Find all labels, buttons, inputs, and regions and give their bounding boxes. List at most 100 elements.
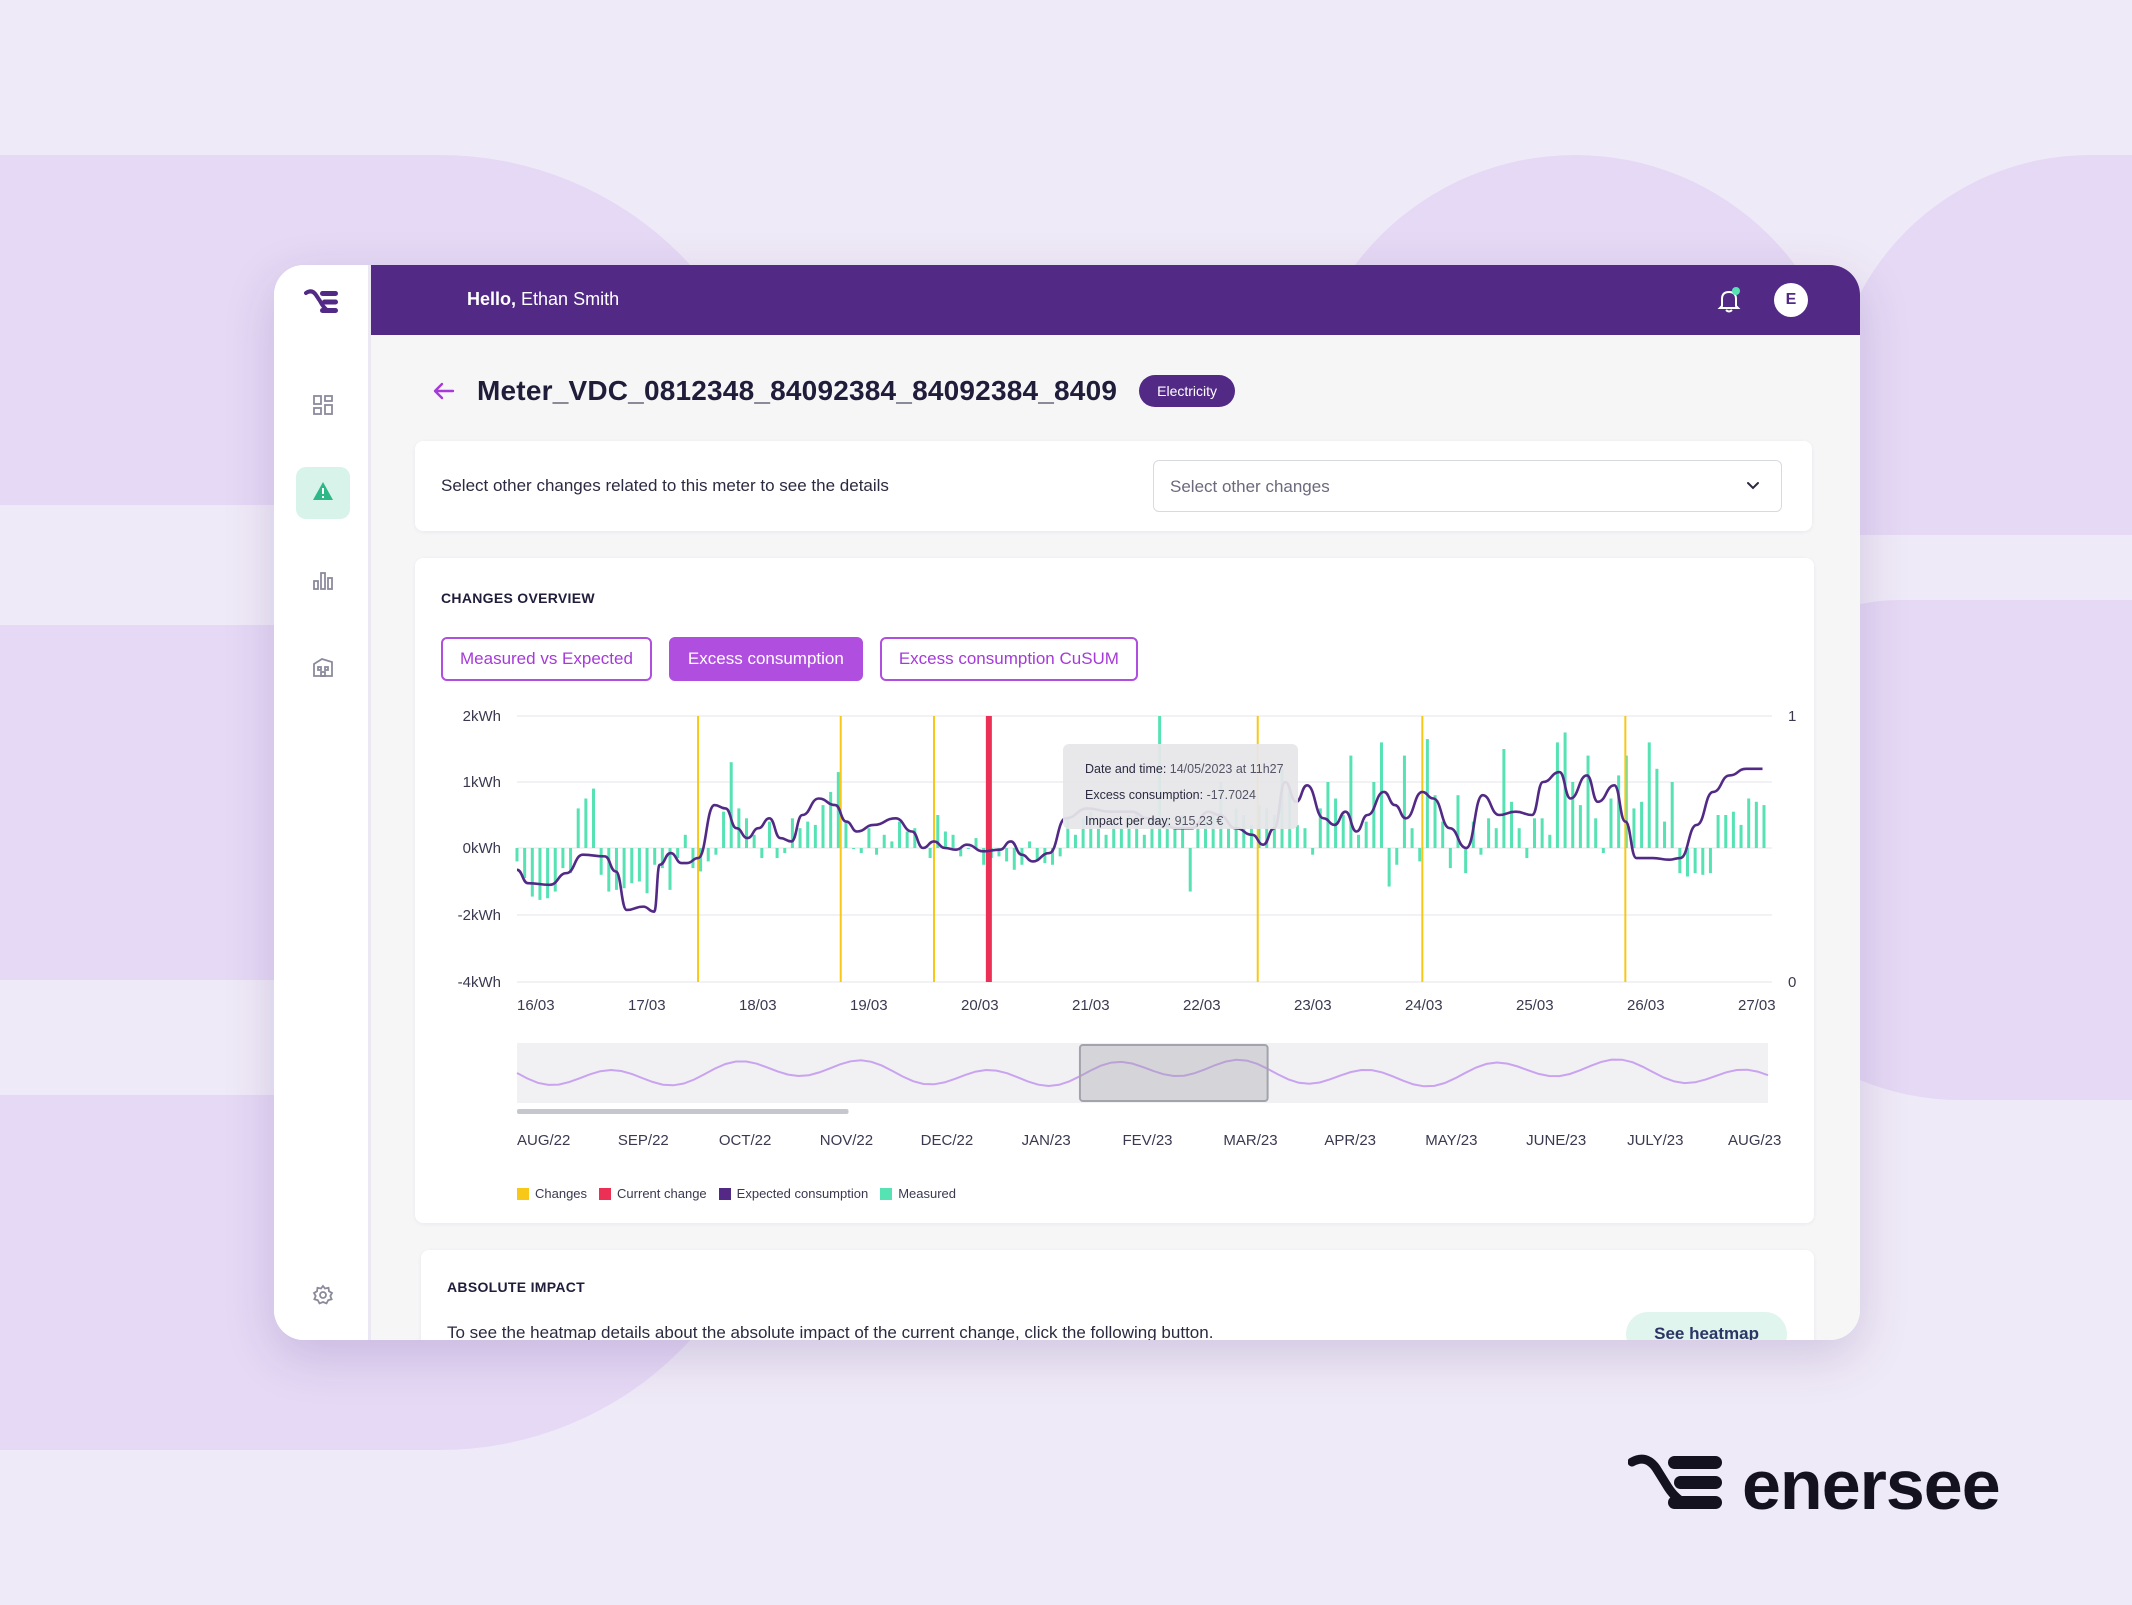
measured-bar xyxy=(1318,808,1322,848)
app-window: Hello, Ethan Smith E Meter_VDC_0812348_8… xyxy=(274,265,1860,1340)
tooltip-date-value: 14/05/2023 at 11h27 xyxy=(1169,762,1284,776)
select-changes-dropdown[interactable]: Select other changes xyxy=(1153,460,1782,512)
measured-bar xyxy=(1510,801,1514,848)
changes-overview-card: CHANGES OVERVIEW Measured vs Expected Ex… xyxy=(415,558,1814,1223)
select-changes-prompt: Select other changes related to this met… xyxy=(441,476,889,495)
legend-label: Measured xyxy=(898,1186,957,1201)
navigator-scrollbar[interactable] xyxy=(517,1109,849,1114)
measured-bar xyxy=(1433,795,1437,848)
measured-bar xyxy=(1456,795,1460,848)
measured-bar xyxy=(1494,828,1498,848)
measured-bar xyxy=(798,828,802,848)
tooltip-date-label: Date and time: xyxy=(1085,762,1167,776)
measured-bar xyxy=(1540,818,1544,848)
measured-bar xyxy=(1303,828,1307,848)
tab-excess-consumption[interactable]: Excess consumption xyxy=(668,637,863,681)
navigator-label: APR/23 xyxy=(1324,1132,1376,1149)
notifications-button[interactable] xyxy=(1714,285,1744,320)
measured-bar xyxy=(1012,848,1016,870)
measured-bar xyxy=(515,848,519,862)
measured-bar xyxy=(637,848,641,882)
measured-bar xyxy=(599,848,603,875)
see-heatmap-button[interactable]: See heatmap xyxy=(1626,1312,1787,1340)
section-title: ABSOLUTE IMPACT xyxy=(447,1279,586,1295)
measured-bar xyxy=(1341,815,1345,848)
navigator-track xyxy=(517,1043,1768,1103)
measured-bar xyxy=(1762,805,1766,848)
measured-bar xyxy=(913,828,917,848)
navigator-label: JULY/23 xyxy=(1627,1132,1683,1149)
measured-bar xyxy=(905,831,909,848)
measured-bar xyxy=(1479,848,1483,855)
legend-item-expected[interactable]: Expected consumption xyxy=(718,1186,868,1201)
y2-tick-label: 0 xyxy=(1788,974,1796,991)
tab-measured-vs-expected[interactable]: Measured vs Expected xyxy=(441,637,652,681)
sidebar-item-analytics[interactable] xyxy=(296,556,350,608)
measured-bar xyxy=(676,848,680,859)
app-logo-icon[interactable] xyxy=(304,287,340,322)
sidebar-item-dashboard[interactable] xyxy=(296,381,350,433)
measured-bar xyxy=(813,824,817,848)
chart-tabs: Measured vs Expected Excess consumption … xyxy=(441,637,1155,681)
x-tick-label: 26/03 xyxy=(1627,997,1665,1014)
warning-icon xyxy=(311,480,335,507)
measured-bar xyxy=(1379,742,1383,848)
legend-item-current-change[interactable]: Current change xyxy=(599,1186,707,1201)
measured-bar xyxy=(653,848,657,865)
back-arrow-icon[interactable] xyxy=(433,382,455,400)
x-tick-label: 17/03 xyxy=(628,997,666,1014)
measured-bar xyxy=(660,848,664,869)
y-tick-label: 0kWh xyxy=(463,840,501,857)
excess-consumption-chart[interactable]: 2kWh 1kWh 0kWh -2kWh -4kWh 1 0 16/03 17/03 18/03… xyxy=(415,698,1814,1178)
measured-bar xyxy=(1089,811,1093,848)
measured-bar xyxy=(790,818,794,848)
measured-bar xyxy=(936,815,940,848)
measured-bar xyxy=(1204,818,1208,848)
x-tick-label: 23/03 xyxy=(1294,997,1332,1014)
measured-bar xyxy=(1372,782,1376,848)
measured-bar xyxy=(806,821,810,848)
measured-bar xyxy=(1188,848,1192,892)
x-tick-label: 25/03 xyxy=(1516,997,1554,1014)
measured-bar xyxy=(1119,828,1123,848)
measured-bar xyxy=(569,848,573,874)
y-tick-label: 2kWh xyxy=(463,708,501,725)
avatar[interactable]: E xyxy=(1774,283,1808,317)
measured-bar xyxy=(1211,815,1215,848)
measured-bar xyxy=(852,848,856,849)
measured-bar xyxy=(592,788,596,848)
measured-bar xyxy=(1754,801,1758,848)
sidebar-item-alerts[interactable] xyxy=(296,467,350,519)
measured-bar xyxy=(699,848,703,872)
legend-item-measured[interactable]: Measured xyxy=(880,1186,956,1201)
measured-bar xyxy=(1051,848,1055,865)
x-tick-label: 16/03 xyxy=(517,997,555,1014)
y-tick-label: 1kWh xyxy=(463,774,501,791)
measured-bar xyxy=(1196,828,1200,848)
enersee-logo-icon xyxy=(1627,1452,1724,1519)
measured-bar xyxy=(752,834,756,848)
measured-bar xyxy=(576,808,580,848)
measured-bar xyxy=(607,848,611,892)
tab-excess-consumption-cusum[interactable]: Excess consumption CuSUM xyxy=(879,637,1138,681)
measured-bar xyxy=(1594,818,1598,848)
sidebar-item-settings[interactable] xyxy=(296,1271,350,1323)
measured-bar xyxy=(1028,841,1032,848)
measured-bar xyxy=(1142,834,1146,848)
sidebar-item-buildings[interactable] xyxy=(296,643,350,695)
legend-swatch xyxy=(517,1187,529,1200)
measured-bar xyxy=(614,848,618,890)
navigator-label: DEC/22 xyxy=(921,1132,974,1149)
measured-bar xyxy=(1357,834,1361,848)
measured-bar xyxy=(584,798,588,848)
legend-item-changes[interactable]: Changes xyxy=(517,1186,587,1201)
measured-bar xyxy=(1295,824,1299,848)
bell-icon xyxy=(1714,287,1744,319)
absolute-impact-card: ABSOLUTE IMPACT To see the heatmap detai… xyxy=(421,1250,1814,1340)
sidebar xyxy=(274,265,371,1340)
measured-bar xyxy=(943,831,947,848)
measured-bar xyxy=(1670,782,1674,848)
y2-tick-label: 1 xyxy=(1788,708,1796,725)
navigator-window[interactable] xyxy=(1078,1044,1269,1102)
measured-bar xyxy=(882,834,886,848)
